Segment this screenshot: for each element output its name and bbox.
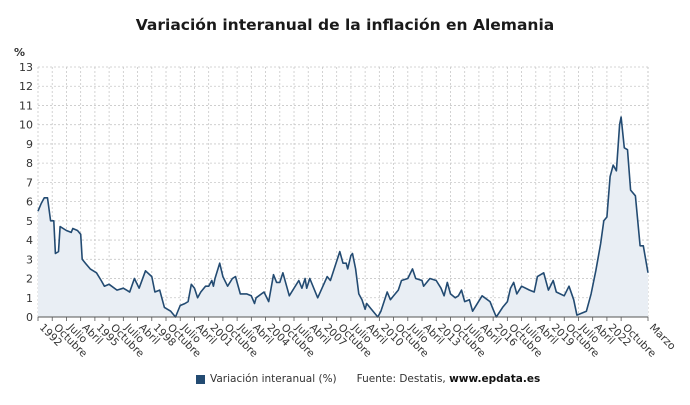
y-tick-label: 7 bbox=[26, 176, 33, 189]
y-tick-label: 3 bbox=[26, 253, 33, 266]
legend-swatch bbox=[196, 374, 205, 384]
x-axis-tick-labels: 1992OctubreJulioAbril1995OctubreJulioAbr… bbox=[37, 321, 678, 360]
source-prefix: Fuente: Destatis, bbox=[356, 373, 450, 385]
y-tick-label: 6 bbox=[26, 196, 33, 209]
legend-series-label: Variación interanual (%) bbox=[210, 373, 337, 385]
data-points bbox=[37, 116, 649, 318]
y-tick-label: 12 bbox=[19, 80, 33, 93]
y-tick-label: 8 bbox=[26, 157, 33, 170]
series-area-fill bbox=[38, 117, 648, 317]
y-tick-label: 5 bbox=[26, 215, 33, 228]
y-tick-label: 0 bbox=[26, 311, 33, 324]
y-tick-label: 10 bbox=[19, 119, 33, 132]
y-tick-label: 11 bbox=[19, 99, 33, 112]
y-tick-label: 1 bbox=[26, 292, 33, 305]
y-tick-label: 2 bbox=[26, 273, 33, 286]
chart-title: Variación interanual de la inflación en … bbox=[135, 16, 555, 34]
y-tick-label: 9 bbox=[26, 138, 33, 151]
series-line bbox=[37, 116, 649, 318]
source-site-link[interactable]: www.epdata.es bbox=[449, 373, 541, 385]
source-note: Fuente: Destatis, www.epdata.es bbox=[357, 373, 541, 385]
legend: Variación interanual (%) Fuente: Destati… bbox=[196, 373, 540, 385]
grid-lines bbox=[37, 66, 649, 321]
y-tick-label: 13 bbox=[19, 61, 33, 74]
y-tick-label: 4 bbox=[26, 234, 33, 247]
y-axis-unit-label: % bbox=[14, 46, 26, 59]
